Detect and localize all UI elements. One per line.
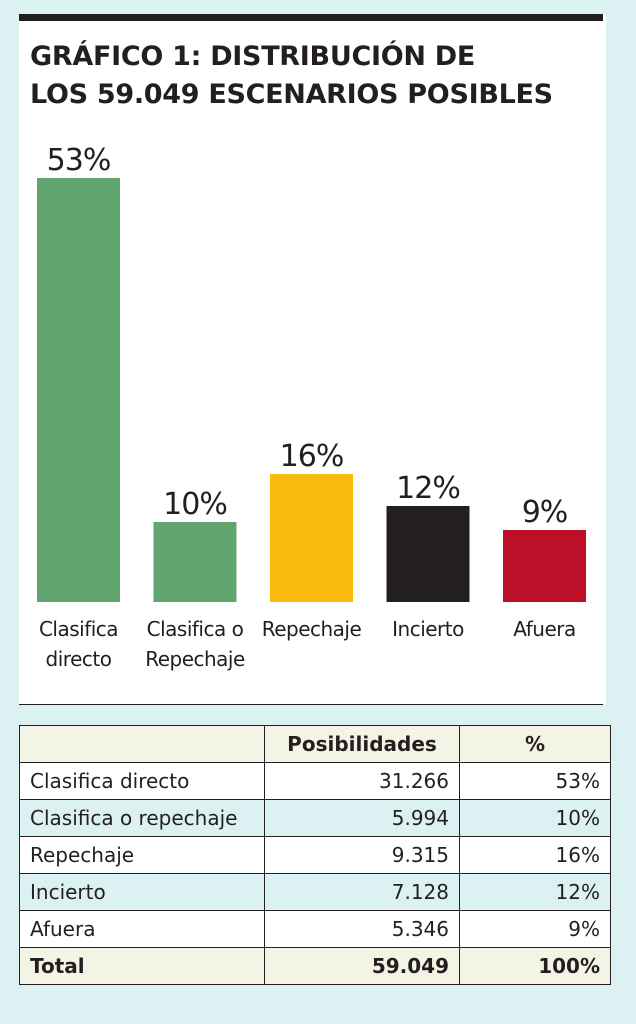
bar-1 xyxy=(153,522,237,602)
row-count: 5.346 xyxy=(264,910,460,948)
table-row: Incierto 7.128 12% xyxy=(19,873,611,911)
bar-value-label: 10% xyxy=(163,487,227,522)
row-label: Repechaje xyxy=(19,836,265,874)
row-count: 7.128 xyxy=(264,873,460,911)
category-label: Repechaje xyxy=(262,617,362,641)
table-row: Clasifica o repechaje 5.994 10% xyxy=(19,799,611,837)
category-label: directo xyxy=(46,647,112,671)
row-percent: 12% xyxy=(459,873,611,911)
bar-value-label: 9% xyxy=(522,495,568,530)
chart-title: GRÁFICO 1: DISTRIBUCIÓN DE LOS 59.049 ES… xyxy=(30,38,590,114)
row-percent: 53% xyxy=(459,762,611,800)
table-row: Repechaje 9.315 16% xyxy=(19,836,611,874)
total-label: Total xyxy=(19,947,265,985)
bar-4 xyxy=(503,530,586,602)
row-percent: 9% xyxy=(459,910,611,948)
row-percent: 16% xyxy=(459,836,611,874)
bar-value-label: 12% xyxy=(396,471,460,506)
total-percent: 100% xyxy=(459,947,611,985)
row-percent: 10% xyxy=(459,799,611,837)
category-label: Incierto xyxy=(392,617,464,641)
bar-2 xyxy=(270,474,353,602)
table-header-row: Posibilidades % xyxy=(19,725,611,763)
category-label: Clasifica xyxy=(39,617,118,641)
bar-value-label: 16% xyxy=(280,439,344,474)
bar-chart: 53% Clasifica directo 10% Clasifica o Repecha… xyxy=(37,143,586,671)
table-row: Clasifica directo 31.266 53% xyxy=(19,762,611,800)
category-label: Repechaje xyxy=(145,647,245,671)
table-row: Afuera 5.346 9% xyxy=(19,910,611,948)
category-label: Clasifica o xyxy=(147,617,244,641)
scenarios-table: Posibilidades % Clasifica directo 31.266… xyxy=(19,725,611,985)
row-count: 31.266 xyxy=(264,762,460,800)
row-count: 9.315 xyxy=(264,836,460,874)
bar-0 xyxy=(37,178,120,602)
top-rule xyxy=(19,14,603,21)
table-header-blank xyxy=(19,725,265,763)
total-count: 59.049 xyxy=(264,947,460,985)
row-count: 5.994 xyxy=(264,799,460,837)
table-header-percent: % xyxy=(459,725,611,763)
bar-value-label: 53% xyxy=(47,143,111,178)
chart-title-line-2: LOS 59.049 ESCENARIOS POSIBLES xyxy=(30,79,553,110)
section-divider xyxy=(19,704,603,705)
row-label: Incierto xyxy=(19,873,265,911)
category-label: Afuera xyxy=(513,617,575,641)
chart-title-line-1: GRÁFICO 1: DISTRIBUCIÓN DE xyxy=(30,41,476,72)
row-label: Clasifica o repechaje xyxy=(19,799,265,837)
bar-3 xyxy=(386,506,470,602)
row-label: Clasifica directo xyxy=(19,762,265,800)
row-label: Afuera xyxy=(19,910,265,948)
table-header-posibilidades: Posibilidades xyxy=(264,725,460,763)
table-total-row: Total 59.049 100% xyxy=(19,947,611,985)
